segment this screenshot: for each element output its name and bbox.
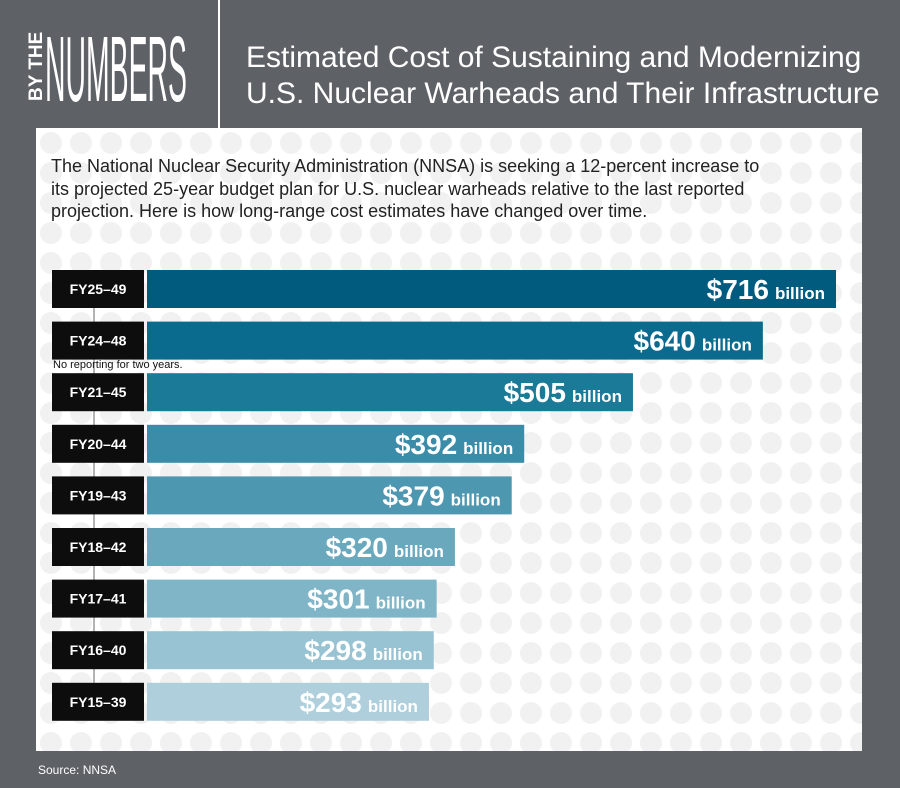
bar-value: $505 [504,377,566,408]
bar-value: $301 [307,584,369,615]
bar-value-label: $640 billion [634,326,752,357]
bar-value: $293 [300,687,362,718]
category-label-box [52,270,144,308]
bar-value: $640 [634,326,696,357]
header: BY THE NUMBERS Estimated Cost of Sustain… [0,0,900,128]
bar-value-label: $716 billion [707,274,825,305]
bar-unit: billion [775,284,825,303]
category-label-box [52,321,144,360]
bar-unit: billion [368,697,418,716]
category-label: FY16–40 [70,642,127,658]
intro-line-3: projection. Here is how long-range cost … [51,201,648,221]
bar [147,682,429,721]
bar-value-label: $301 billion [307,584,425,615]
category-label: FY17–41 [70,591,127,607]
category-label: FY21–45 [70,384,127,400]
bar [147,424,525,463]
bar-unit: billion [463,439,513,458]
category-label-box [52,579,144,618]
category-label: FY15–39 [70,694,127,710]
category-label: FY25–49 [70,281,127,297]
bar-value: $392 [395,429,457,460]
bar [147,631,434,670]
category-label-box [52,682,144,721]
category-label: FY24–48 [70,333,127,349]
bar-value-label: $392 billion [395,429,513,460]
bar-unit: billion [451,490,501,509]
bar-value: $298 [304,635,366,666]
bar-value-label: $293 billion [300,687,418,718]
bar-value-label: $298 billion [304,635,422,666]
intro-line-1: The National Nuclear Security Administra… [51,156,760,176]
bar [147,321,763,360]
bar [147,579,437,618]
page-title: Estimated Cost of Sustaining and Moderni… [246,40,886,112]
category-label-box [52,476,144,515]
logo-prefix: BY THE [26,32,47,101]
bar [147,476,512,515]
category-label-box [52,528,144,566]
source-note: Source: NNSA [38,763,117,777]
title-line-1: Estimated Cost of Sustaining and Moderni… [246,41,862,74]
intro-text: The National Nuclear Security Administra… [51,155,841,223]
by-the-numbers-logo: BY THE NUMBERS [26,19,187,122]
bar-unit: billion [376,594,426,613]
bar-unit: billion [373,645,423,664]
bar-value-label: $379 billion [382,480,500,511]
category-label: FY20–44 [70,436,127,452]
logo-word: NUMBERS [45,19,187,122]
chart-panel: The National Nuclear Security Administra… [36,128,862,751]
bar-value-label: $320 billion [326,532,444,563]
category-label-box [52,631,144,670]
intro-line-2: its projected 25-year budget plan for U.… [51,178,745,199]
bar-value: $716 [707,274,769,305]
bar-unit: billion [394,542,444,561]
title-line-2: U.S. Nuclear Warheads and Their Infrastr… [246,77,880,110]
bar-chart: FY25–49 $716 billion FY24–48 $640 billion FY21… [52,270,836,721]
bar [147,373,633,412]
bar [147,270,836,308]
bar-value-label: $505 billion [504,377,622,408]
category-label: FY18–42 [70,539,127,555]
bar [147,528,455,566]
bar-value: $379 [382,480,444,511]
header-divider [218,0,220,128]
bar-unit: billion [702,336,752,355]
category-label: FY19–43 [70,487,127,503]
no-reporting-note: No reporting for two years. [53,359,183,371]
category-label-box [52,424,144,463]
category-label-box [52,373,144,412]
bar-unit: billion [572,387,622,406]
bar-value: $320 [326,532,388,563]
